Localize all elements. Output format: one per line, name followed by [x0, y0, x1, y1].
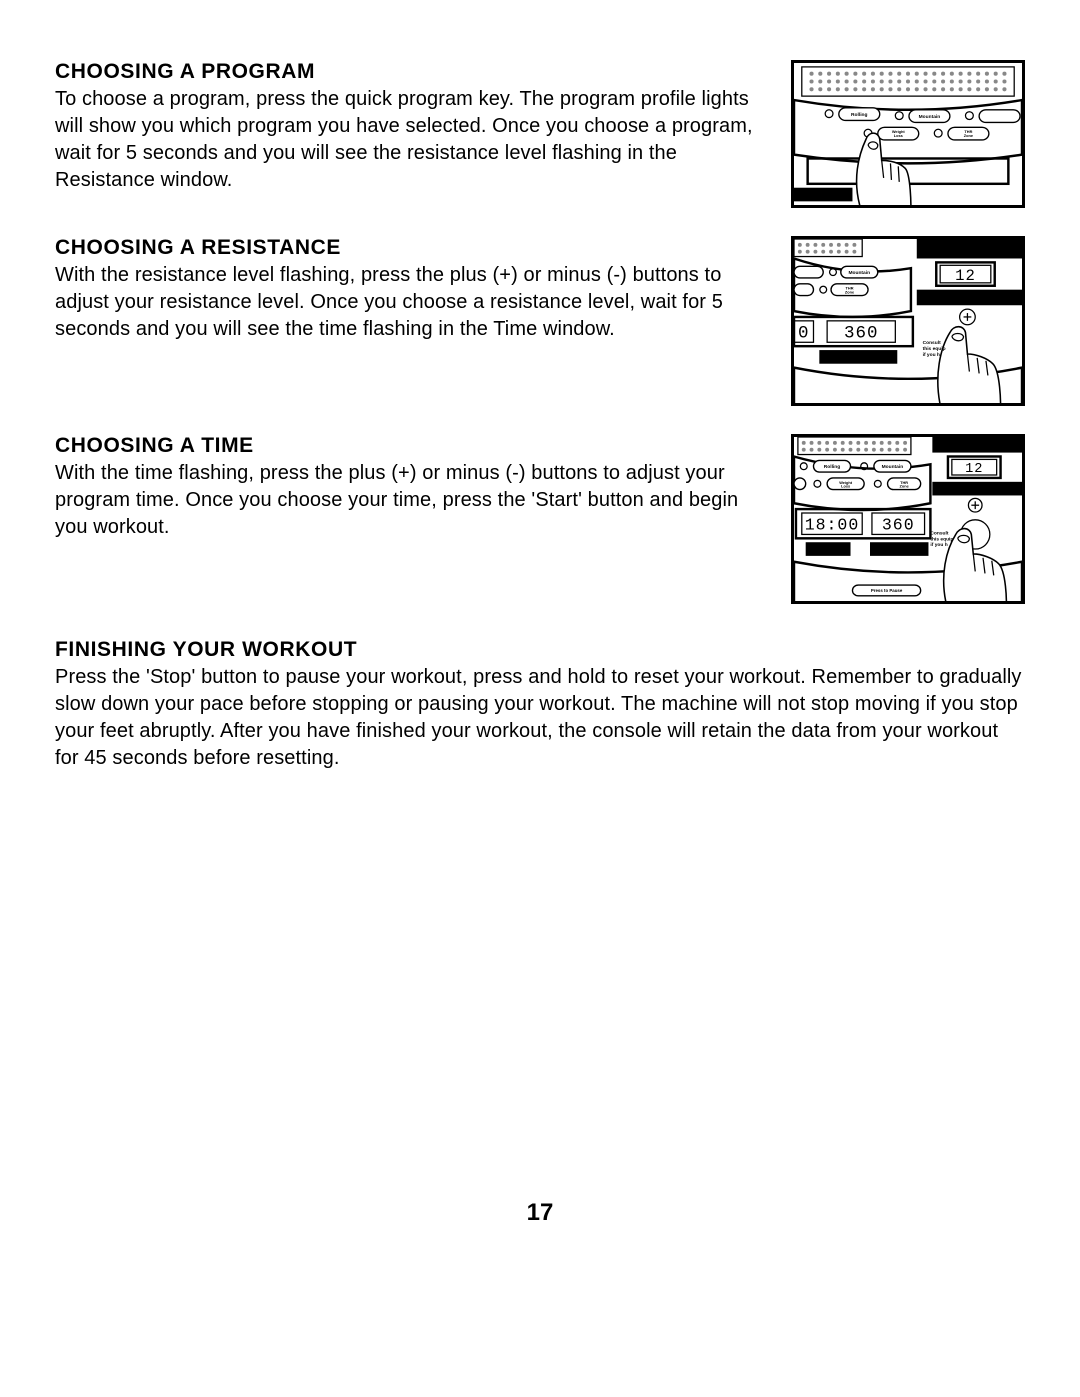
resistance-value: 12 — [955, 267, 976, 285]
svg-text:this equip: this equip — [930, 536, 953, 542]
svg-text:Mountain: Mountain — [848, 270, 870, 276]
svg-text:Zone: Zone — [964, 133, 974, 138]
btn-mountain-label: Mountain — [919, 114, 941, 120]
svg-text:this equip: this equip — [923, 346, 946, 352]
calories-label: CALORIES — [838, 353, 878, 362]
watts-label: WATTS — [956, 245, 983, 254]
svg-text:Rolling: Rolling — [824, 464, 840, 470]
page-number: 17 — [0, 1199, 1080, 1227]
svg-text:Loss: Loss — [841, 484, 850, 489]
heading: CHOOSING A RESISTANCE — [55, 236, 773, 260]
svg-text:Consult: Consult — [923, 340, 941, 346]
svg-text:RESISTANCE: RESISTANCE — [957, 487, 997, 494]
svg-text:Consult: Consult — [930, 530, 948, 536]
figure-choosing-time: Rolling Mountain Weight Loss THR Zone WA… — [791, 434, 1025, 604]
heading: FINISHING YOUR WORKOUT — [55, 638, 1025, 662]
body-text: With the resistance level flashing, pres… — [55, 262, 773, 343]
section-text: CHOOSING A TIME With the time flashing, … — [55, 434, 773, 541]
section-text: CHOOSING A PROGRAM To choose a program, … — [55, 60, 773, 194]
svg-text:Press to Pause: Press to Pause — [871, 588, 903, 593]
btn-rolling-label: Rolling — [851, 112, 867, 118]
body-text: To choose a program, press the quick pro… — [55, 86, 773, 194]
svg-text:WATTS: WATTS — [966, 443, 990, 450]
distance-label: DISTANCE — [800, 190, 839, 199]
time-label: TIME — [820, 547, 837, 554]
svg-text:Loss: Loss — [894, 133, 903, 138]
svg-text:Mountain: Mountain — [882, 464, 904, 470]
section-text: CHOOSING A RESISTANCE With the resistanc… — [55, 236, 773, 343]
body-text: Press the 'Stop' button to pause your wo… — [55, 664, 1025, 772]
svg-text:Zone: Zone — [899, 484, 909, 489]
section-finishing-workout: FINISHING YOUR WORKOUT Press the 'Stop' … — [55, 638, 1025, 772]
calories-value: 360 — [844, 323, 878, 343]
resistance-label: RESISTANCE — [948, 295, 992, 302]
heading: CHOOSING A PROGRAM — [55, 60, 773, 84]
svg-text:if you h: if you h — [923, 352, 940, 358]
section-choosing-time: CHOOSING A TIME With the time flashing, … — [55, 434, 1025, 604]
svg-text:0: 0 — [798, 323, 810, 343]
section-choosing-resistance: CHOOSING A RESISTANCE With the resistanc… — [55, 236, 1025, 406]
figure-choosing-resistance: Mountain THR Zone WATTS 12 RESISTANCE 0 … — [791, 236, 1025, 406]
svg-text:CALORIES: CALORIES — [882, 547, 918, 554]
calories-value-2: 360 — [882, 516, 915, 535]
time-value: 18:00 — [805, 516, 860, 535]
svg-text:12: 12 — [965, 462, 983, 477]
section-choosing-program: CHOOSING A PROGRAM To choose a program, … — [55, 60, 1025, 208]
svg-text:if you h: if you h — [930, 542, 947, 548]
figure-choosing-program: Rolling Mountain Weight Loss THR Zone DI… — [791, 60, 1025, 208]
body-text: With the time flashing, press the plus (… — [55, 460, 773, 541]
svg-text:Zone: Zone — [845, 290, 855, 295]
heading: CHOOSING A TIME — [55, 434, 773, 458]
